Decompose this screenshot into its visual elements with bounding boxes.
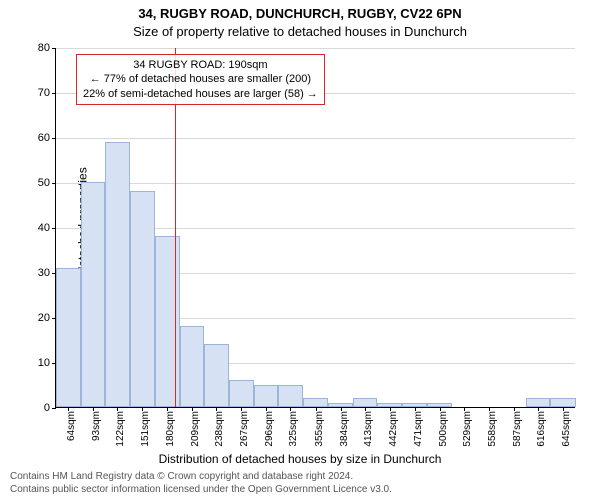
x-tick-label: 587sqm [512,411,523,447]
plot-area: 0102030405060708064sqm93sqm122sqm151sqm1… [55,48,575,408]
chart-container: 34, RUGBY ROAD, DUNCHURCH, RUGBY, CV22 6… [0,0,600,500]
x-tick-label: 529sqm [462,411,473,447]
x-tick-label: 616sqm [536,411,547,447]
x-tick-label: 209sqm [190,411,201,447]
histogram-bar [204,344,229,407]
footer-text: Contains HM Land Registry data © Crown c… [10,471,590,496]
y-tick-label: 80 [38,42,50,54]
y-tick-mark [52,408,56,409]
x-tick-label: 355sqm [314,411,325,447]
histogram-bar [130,191,155,407]
x-tick-label: 500sqm [438,411,449,447]
x-tick-label: 151sqm [140,411,151,447]
x-tick-label: 442sqm [388,411,399,447]
y-tick-mark [52,183,56,184]
y-tick-mark [52,93,56,94]
chart-title-sub: Size of property relative to detached ho… [0,24,600,39]
x-tick-label: 93sqm [91,411,102,441]
x-tick-label: 64sqm [66,411,77,441]
y-tick-mark [52,138,56,139]
y-tick-mark [52,228,56,229]
x-axis-label: Distribution of detached houses by size … [0,452,600,466]
histogram-bar [526,398,551,407]
x-tick-label: 471sqm [413,411,424,447]
gridline [56,183,575,184]
x-tick-label: 238sqm [214,411,225,447]
annotation-box: 34 RUGBY ROAD: 190sqm ← 77% of detached … [76,54,325,105]
histogram-bar [105,142,130,408]
y-tick-label: 10 [38,357,50,369]
histogram-bar [353,398,378,407]
gridline [56,138,575,139]
gridline [56,48,575,49]
x-tick-label: 180sqm [165,411,176,447]
histogram-bar [278,385,303,408]
chart-title-main: 34, RUGBY ROAD, DUNCHURCH, RUGBY, CV22 6… [0,6,600,21]
x-tick-label: 296sqm [264,411,275,447]
histogram-bar [550,398,576,407]
y-tick-label: 60 [38,132,50,144]
x-tick-label: 325sqm [288,411,299,447]
histogram-bar [81,182,106,407]
footer-line1: Contains HM Land Registry data © Crown c… [10,471,590,484]
histogram-bar [229,380,254,407]
histogram-bar [254,385,279,408]
annotation-line3: 22% of semi-detached houses are larger (… [83,87,318,101]
footer-line2: Contains public sector information licen… [10,484,590,497]
y-tick-label: 70 [38,87,50,99]
histogram-bar [303,398,328,407]
annotation-line2: ← 77% of detached houses are smaller (20… [83,72,318,86]
histogram-bar [56,268,81,408]
x-tick-label: 645sqm [561,411,572,447]
y-tick-label: 20 [38,312,50,324]
y-tick-mark [52,48,56,49]
y-tick-label: 30 [38,267,50,279]
histogram-bar [180,326,205,407]
x-tick-label: 413sqm [363,411,374,447]
annotation-line1: 34 RUGBY ROAD: 190sqm [83,58,318,72]
x-tick-label: 558sqm [487,411,498,447]
y-tick-label: 50 [38,177,50,189]
y-tick-label: 40 [38,222,50,234]
x-tick-label: 267sqm [239,411,250,447]
y-tick-label: 0 [44,402,50,414]
x-tick-label: 384sqm [339,411,350,447]
x-tick-label: 122sqm [115,411,126,447]
